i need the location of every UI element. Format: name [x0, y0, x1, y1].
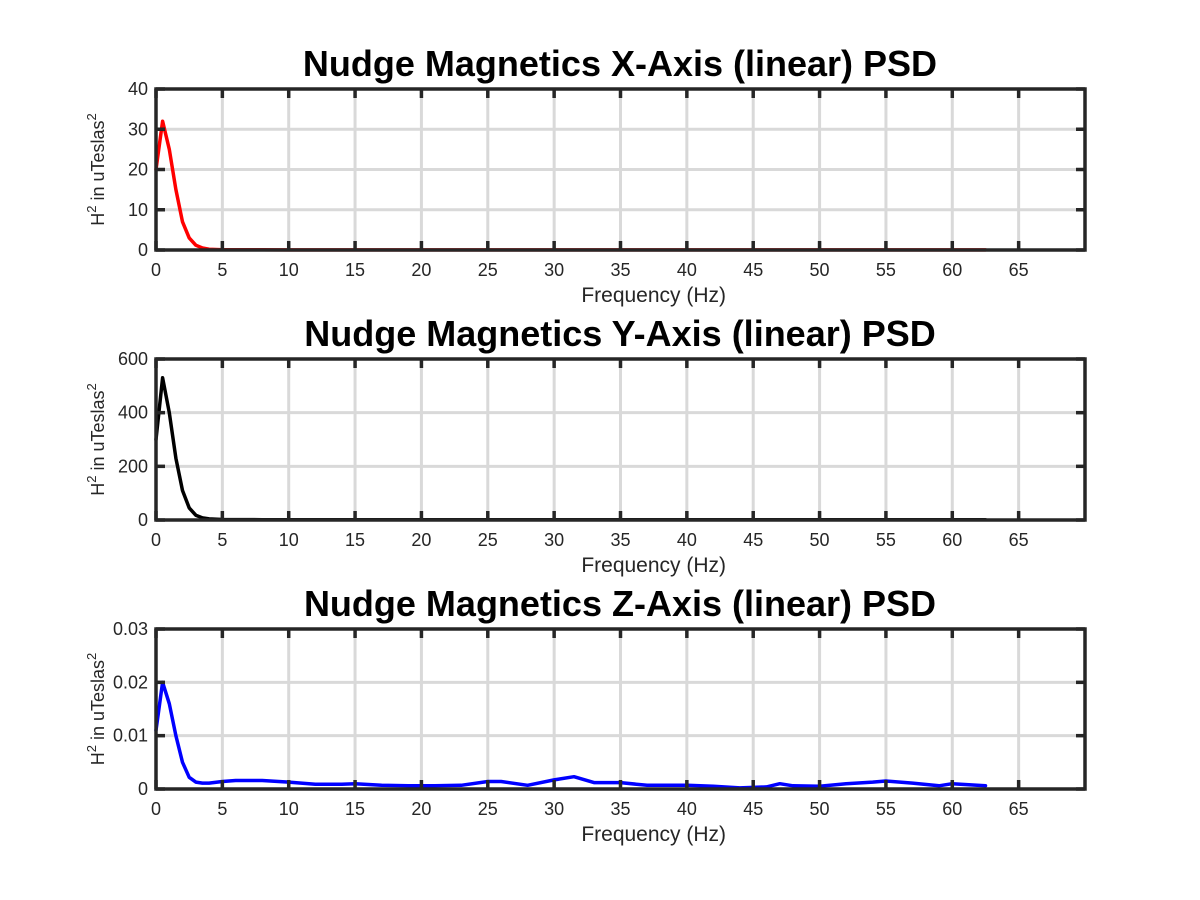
x-tick-label: 15 — [345, 799, 365, 819]
x-tick-label: 45 — [743, 530, 763, 550]
x-tick-label: 5 — [217, 260, 227, 280]
y-axis-label: H2 in uTeslas2 — [84, 113, 108, 226]
y-tick-label: 0 — [138, 510, 148, 530]
y-tick-label: 200 — [118, 456, 148, 476]
x-axis-psd-line — [154, 119, 988, 252]
x-tick-label: 35 — [610, 260, 630, 280]
y-tick-label: 0 — [138, 240, 148, 260]
x-tick-label: 35 — [610, 799, 630, 819]
x-tick-label: 10 — [279, 260, 299, 280]
x-tick-label: 0 — [151, 799, 161, 819]
x-tick-label: 20 — [411, 260, 431, 280]
y-tick-label: 30 — [128, 119, 148, 139]
x-tick-label: 0 — [151, 530, 161, 550]
x-tick-label: 30 — [544, 260, 564, 280]
x-tick-label: 60 — [942, 260, 962, 280]
y-tick-label: 10 — [128, 200, 148, 220]
x-tick-label: 45 — [743, 260, 763, 280]
y-tick-label: 0 — [138, 779, 148, 799]
x-tick-label: 40 — [677, 260, 697, 280]
x-tick-label: 30 — [544, 530, 564, 550]
x-tick-label: 5 — [217, 530, 227, 550]
x-tick-label: 50 — [810, 530, 830, 550]
y-tick-label: 0.01 — [113, 726, 148, 746]
x-tick-label: 40 — [677, 799, 697, 819]
x-tick-label: 25 — [478, 530, 498, 550]
y-axis-psd-line — [154, 376, 988, 522]
y-axis-label: H2 in uTeslas2 — [84, 383, 108, 496]
x-tick-label: 10 — [279, 530, 299, 550]
x-tick-label: 25 — [478, 799, 498, 819]
x-tick-label: 65 — [1009, 530, 1029, 550]
y-axis-label: H2 in uTeslas2 — [84, 653, 108, 766]
x-tick-label: 10 — [279, 799, 299, 819]
x-axis-psd-panel: Nudge Magnetics X-Axis (linear) PSD 0 5 10… — [84, 43, 1087, 307]
y-tick-label: 0.03 — [113, 619, 148, 639]
x-tick-label: 60 — [942, 530, 962, 550]
x-tick-label: 15 — [345, 530, 365, 550]
x-tick-label: 50 — [810, 799, 830, 819]
y-axis-psd-panel: Nudge Magnetics Y-Axis (linear) PSD 0 5 10… — [84, 313, 1087, 577]
x-tick-label: 45 — [743, 799, 763, 819]
y-tick-label: 400 — [118, 403, 148, 423]
x-tick-label: 55 — [876, 260, 896, 280]
y-tick-label: 40 — [128, 79, 148, 99]
y-tick-label: 20 — [128, 160, 148, 180]
y-tick-label: 0.02 — [113, 672, 148, 692]
z-axis-psd-line — [154, 680, 988, 790]
x-tick-label: 60 — [942, 799, 962, 819]
x-tick-label: 0 — [151, 260, 161, 280]
x-tick-label: 65 — [1009, 260, 1029, 280]
x-tick-label: 5 — [217, 799, 227, 819]
x-tick-label: 35 — [610, 530, 630, 550]
x-axis-psd-title: Nudge Magnetics X-Axis (linear) PSD — [303, 43, 937, 84]
x-tick-label: 40 — [677, 530, 697, 550]
z-axis-psd-title: Nudge Magnetics Z-Axis (linear) PSD — [304, 583, 936, 624]
x-tick-label: 25 — [478, 260, 498, 280]
x-tick-label: 55 — [876, 799, 896, 819]
x-tick-label: 55 — [876, 530, 896, 550]
x-tick-label: 65 — [1009, 799, 1029, 819]
x-tick-label: 30 — [544, 799, 564, 819]
y-tick-label: 600 — [118, 349, 148, 369]
x-tick-label: 50 — [810, 260, 830, 280]
x-tick-label: 15 — [345, 260, 365, 280]
x-axis-label: Frequency (Hz) — [581, 554, 726, 577]
z-axis-psd-panel: Nudge Magnetics Z-Axis (linear) PSD 0 5 10… — [84, 583, 1087, 846]
y-axis-psd-title: Nudge Magnetics Y-Axis (linear) PSD — [304, 313, 936, 354]
x-axis-label: Frequency (Hz) — [581, 823, 726, 846]
x-tick-label: 20 — [411, 530, 431, 550]
x-axis-label: Frequency (Hz) — [581, 284, 726, 307]
x-tick-label: 20 — [411, 799, 431, 819]
